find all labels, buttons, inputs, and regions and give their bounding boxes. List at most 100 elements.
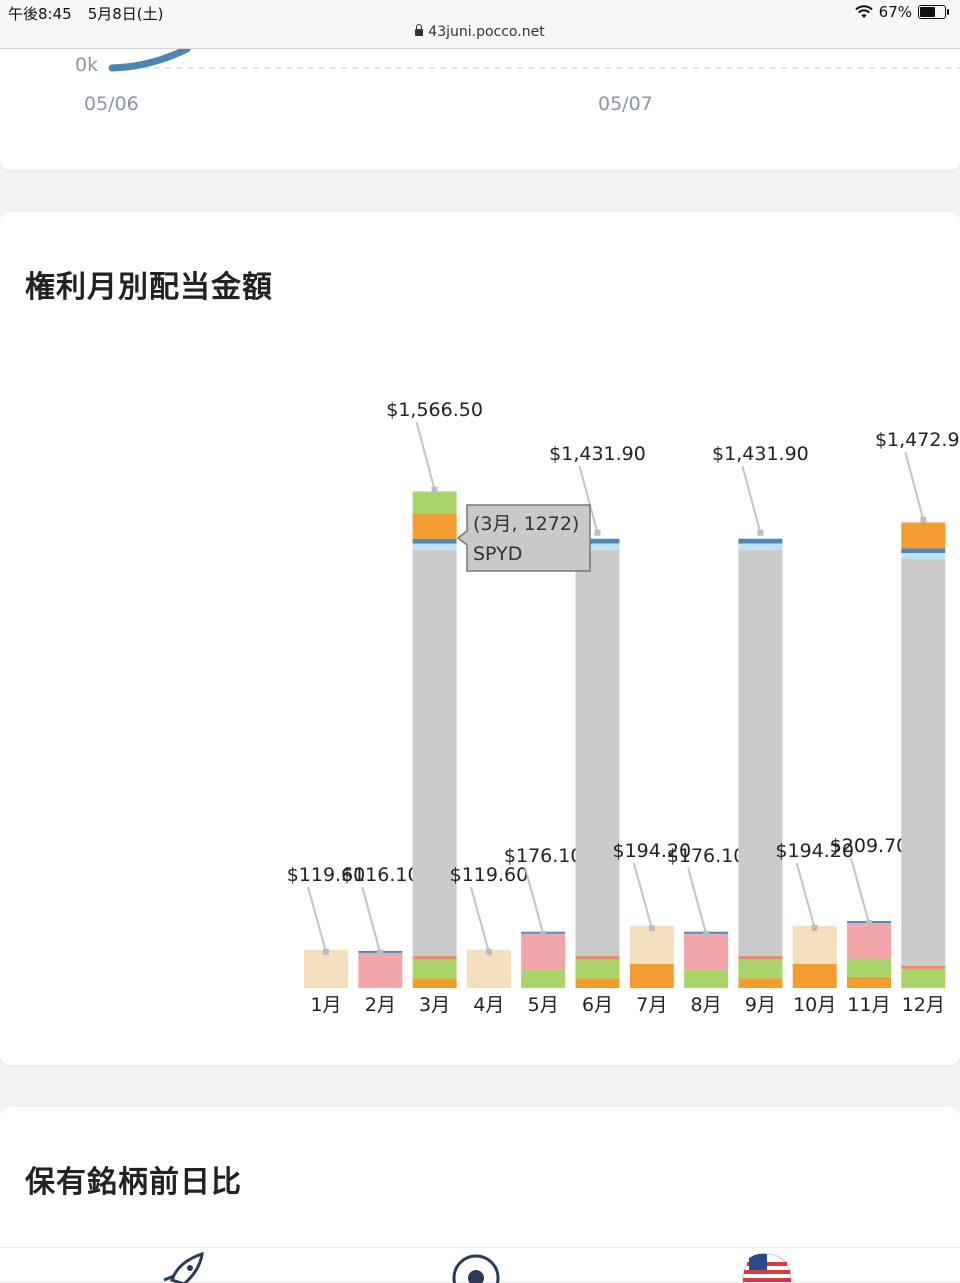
leader-marker [323, 948, 329, 955]
bar-segment [575, 543, 620, 550]
leader-marker [594, 529, 601, 536]
data-label: $119.60 [450, 864, 529, 886]
bar-segment [901, 522, 946, 549]
leader-marker [703, 930, 710, 937]
x-tick-label: 11月 [847, 994, 890, 1016]
line-chart-svg [108, 49, 960, 72]
bar-segment [521, 933, 566, 970]
section-title-2: 保有銘柄前日比 [25, 1165, 242, 1200]
battery-fill [920, 7, 935, 17]
data-label: $1,472.90 [875, 429, 960, 451]
status-time: 午後8:45 [8, 5, 72, 23]
x-tick-label: 10月 [793, 994, 836, 1016]
bar-segment [304, 949, 348, 988]
leader-marker [757, 529, 764, 536]
bar-segment [684, 933, 729, 970]
bar-segment [901, 548, 946, 554]
holdings-change-card: 保有銘柄前日比 [0, 1107, 960, 1247]
leader-line [904, 451, 925, 520]
bar-segment [412, 543, 457, 550]
x-tick-label: 5月 [528, 994, 559, 1016]
leader-line [361, 886, 382, 954]
battery-percent: 67% [878, 3, 912, 21]
leader-line [469, 886, 490, 953]
bar-segment [738, 543, 783, 550]
bottom-nav [0, 1247, 960, 1283]
x-tick-label: 2月 [365, 994, 396, 1016]
leader-marker [648, 924, 655, 931]
leader-marker [431, 486, 438, 493]
bar-segment [358, 952, 403, 988]
status-date: 5月8日(土) [87, 5, 164, 23]
x-tick-label: 1月 [310, 994, 341, 1016]
data-label: $194.20 [613, 840, 692, 862]
bar-segment [684, 969, 729, 988]
bar-segment [738, 959, 783, 979]
bar-segment [575, 549, 620, 957]
data-label: $194.20 [775, 840, 854, 862]
bar-segment [738, 978, 783, 988]
address-bar[interactable]: 43juni.pocco.net [0, 24, 960, 40]
bar-segment [412, 491, 457, 514]
tooltip-line-1: (3月, 1272) [473, 513, 579, 535]
bar-segment [412, 959, 457, 979]
leader-marker [866, 920, 872, 927]
bar-segment [847, 958, 891, 977]
bar-segment [412, 538, 457, 544]
tooltip-box [456, 504, 591, 572]
bar-segment [412, 978, 457, 988]
bar-segment [901, 553, 946, 560]
status-right: 67% [854, 3, 949, 21]
leader-marker [485, 948, 492, 955]
bar-segment [629, 963, 674, 988]
dividend-by-month-card: 権利月別配当金額 1月 $119.60 2月 $116.10 3月 $1,566.50 4月… [0, 212, 960, 1065]
wifi-icon [854, 5, 873, 18]
leader-marker [377, 949, 384, 956]
bar-segment [847, 922, 891, 959]
leader-line [741, 465, 762, 534]
bar-segment [738, 549, 783, 957]
x-tick-label-1: 05/06 [84, 93, 139, 115]
x-tick-label: 7月 [636, 994, 667, 1016]
x-tick-label: 9月 [745, 994, 776, 1016]
bar-segment [466, 949, 511, 988]
leader-line [307, 886, 327, 953]
bar-segment [412, 513, 457, 539]
leader-line [578, 465, 599, 534]
bar-segment [738, 538, 783, 544]
bar-segment [738, 956, 783, 960]
bar-segment [847, 976, 891, 988]
series-line [108, 49, 191, 72]
bar-segment [901, 559, 946, 966]
line-chart-card: 0k 05/06 05/07 [0, 49, 960, 170]
leader-marker [811, 924, 818, 931]
y-tick-label: 0k [75, 54, 99, 76]
section-title: 権利月別配当金額 [25, 270, 273, 305]
x-tick-label-2: 05/07 [598, 93, 653, 115]
battery-icon [918, 5, 949, 19]
rocket-icon[interactable] [158, 1250, 214, 1283]
data-label: $209.70 [830, 835, 909, 857]
bar-segment [575, 978, 620, 988]
bar-segment [575, 959, 620, 979]
bar-chart[interactable]: 1月 $119.60 2月 $116.10 3月 $1,566.50 4月 $119.60 5月… [0, 212, 960, 1065]
data-label: $116.10 [341, 864, 420, 886]
bar-segment [901, 968, 946, 988]
bar-segment [629, 925, 674, 964]
target-icon[interactable] [448, 1250, 504, 1283]
data-label: $176.10 [504, 845, 583, 867]
leader-marker [920, 516, 927, 523]
leader-line [415, 421, 436, 491]
leader-line [632, 862, 653, 929]
x-tick-label: 8月 [691, 994, 722, 1016]
status-bar: 午後8:45 5月8日(土) 67% 43juni.pocco.net [0, 0, 960, 49]
tooltip-line-2: SPYD [473, 543, 522, 565]
data-label: $1,566.50 [386, 399, 483, 421]
bar-segment [412, 549, 457, 957]
bar-segment [792, 963, 837, 988]
x-tick-label: 12月 [902, 994, 945, 1016]
leader-line [524, 867, 545, 935]
data-label: $1,431.90 [712, 443, 809, 465]
bar-segment [901, 965, 946, 969]
us-flag-icon[interactable] [739, 1250, 795, 1283]
